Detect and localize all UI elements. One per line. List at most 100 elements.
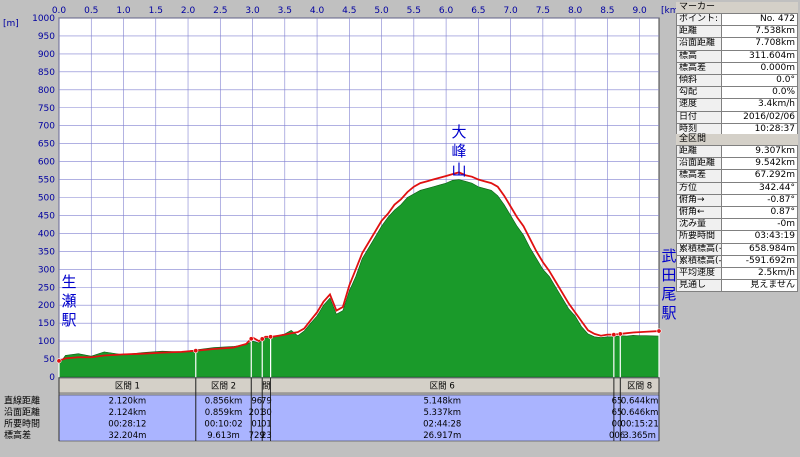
all-section-row: 累積標高(+) 658.984m — [676, 243, 798, 256]
section-row-label: 直線距離 — [4, 395, 40, 407]
all-section-row-value: 67.292m — [754, 170, 795, 181]
y-axis-ticks: 0 50 100 150 200 250 300 350 400 450 500 550 600 650 7… — [32, 14, 55, 383]
all-section-row-value: 見えません — [750, 280, 795, 291]
all-section-row: 沿面距離 9.542km — [676, 158, 798, 171]
x-tick-label: 6.5 — [471, 6, 485, 16]
all-section-row-label: 距離 — [677, 146, 722, 158]
section-header-label: 区間 6 — [430, 382, 455, 392]
section-value: 9.613m — [207, 431, 240, 441]
y-tick-label: 450 — [38, 211, 55, 221]
x-tick-label: 4.5 — [342, 6, 356, 16]
y-tick-label: 400 — [38, 229, 55, 239]
y-tick-label: 0 — [49, 373, 55, 383]
annotation-end-char: 田 — [661, 266, 676, 284]
all-section-row-value: -591.692m — [745, 255, 795, 266]
section-value: 2.124km — [109, 408, 147, 418]
marker-row-label: 沿面距離 — [677, 38, 722, 50]
all-section-row: 俯角← 0.87° — [676, 206, 798, 220]
y-tick-label: 900 — [38, 50, 55, 60]
all-section-row-value: -0.87° — [767, 194, 795, 205]
y-tick-label: 50 — [44, 355, 56, 365]
all-section-row-label: 方位 — [677, 182, 722, 194]
y-tick-label: 800 — [38, 86, 55, 96]
marker-row: 標高差 0.000m — [676, 62, 798, 75]
marker-rows: ポイント: No. 472 距離 7.538km 沿面距離 7.708km 標高 311.60… — [676, 13, 798, 149]
marker-panel: マーカー ポイント: No. 472 距離 7.538km 沿面距離 7.708km 標高 3… — [676, 2, 798, 149]
marker-row-label: 速度 — [677, 99, 722, 111]
section-value: 65 — [612, 397, 623, 407]
all-section-row-label: 所要時間 — [677, 231, 722, 243]
x-tick-label: 2.5 — [213, 6, 227, 16]
y-tick-label: 850 — [38, 68, 55, 78]
section-value: 201 — [249, 408, 265, 418]
marker-row-value: 0.0° — [776, 74, 795, 85]
all-section-row-label: 平均速度 — [677, 267, 722, 280]
annotation-start-char: 駅 — [61, 311, 76, 329]
section-markers — [56, 328, 662, 377]
x-tick-label: 9.0 — [632, 6, 647, 16]
section-marker-dot — [611, 332, 617, 338]
x-tick-label: 3.5 — [278, 6, 292, 16]
all-section-row-value: 0.87° — [770, 206, 795, 217]
section-value: 3.365m — [623, 431, 656, 441]
y-tick-label: 300 — [38, 265, 55, 275]
all-section-rows: 距離 9.307km 沿面距離 9.542km 標高差 67.292m 方位 342.44° 俯… — [676, 145, 798, 293]
marker-row-value: 0.000m — [760, 62, 795, 73]
section-row-label: 標高差 — [4, 429, 31, 441]
section-value: 96 — [251, 397, 262, 407]
all-section-row: 累積標高(-) -591.692m — [676, 255, 798, 268]
all-section-row-value: 03:43:19 — [754, 231, 795, 242]
section-marker-dot — [268, 334, 274, 340]
marker-row: ポイント: No. 472 — [676, 13, 798, 27]
y-tick-label: 100 — [38, 337, 55, 347]
x-tick-label: 6.0 — [439, 6, 454, 16]
section-value: 00:28:12 — [108, 420, 146, 430]
all-section-panel-title: 全区間 — [679, 134, 707, 144]
marker-row-label: 距離 — [677, 26, 722, 38]
x-tick-label: 7.5 — [536, 6, 550, 16]
all-section-row-label: 沿面距離 — [677, 158, 722, 170]
x-tick-label: 0.0 — [52, 6, 67, 16]
marker-row: 勾配 0.0% — [676, 87, 798, 100]
section-value: 01 — [261, 420, 272, 430]
all-section-row: 方位 342.44° — [676, 182, 798, 195]
section-header-label: 区間 1 — [115, 382, 140, 392]
x-tick-label: 8.5 — [600, 6, 614, 16]
marker-row-label: 標高 — [677, 50, 722, 62]
section-value: 00:10:02 — [204, 420, 242, 430]
all-section-row: 沈み量 -0m — [676, 219, 798, 232]
all-section-row-label: 俯角← — [677, 206, 722, 219]
section-value: 32.204m — [108, 431, 146, 441]
annotation-summit-char: 大 — [451, 123, 466, 141]
y-tick-label: 250 — [38, 283, 55, 293]
marker-row-value: 311.604m — [749, 50, 795, 61]
marker-row: 距離 7.538km — [676, 26, 798, 39]
y-tick-label: 600 — [38, 158, 55, 168]
marker-row-value: 3.4km/h — [757, 99, 795, 110]
y-axis-unit: [m] — [3, 19, 19, 29]
marker-row-value: 7.538km — [755, 26, 795, 37]
annotation-end-char: 駅 — [661, 304, 676, 322]
x-tick-label: 1.0 — [116, 6, 131, 16]
section-value: 00 — [612, 420, 623, 430]
section-marker-dot — [259, 336, 265, 342]
section-value: 80 — [261, 408, 272, 418]
annotation-start-char: 瀬 — [61, 292, 76, 310]
all-section-row-label: 累積標高(-) — [677, 255, 722, 267]
section-marker-dot — [617, 331, 623, 337]
section-header-label: 区間 2 — [211, 382, 236, 392]
all-section-row-value: -0m — [777, 219, 795, 230]
marker-row: 日付 2016/02/06 — [676, 111, 798, 124]
marker-row-value: 7.708km — [755, 38, 795, 49]
section-value: 5.337km — [423, 408, 461, 418]
all-section-row-value: 2.5km/h — [757, 267, 795, 278]
marker-row: 沿面距離 7.708km — [676, 38, 798, 51]
annotation-start-char: 生 — [61, 273, 76, 291]
y-tick-label: 700 — [38, 122, 55, 132]
elevation-profile-chart[interactable]: 0.0 0.5 1.0 1.5 2.0 2.5 3.0 3.5 4.0 4.5 5.0 5.5 6.0 6… — [0, 0, 676, 457]
all-section-row: 平均速度 2.5km/h — [676, 267, 798, 281]
section-value: 79 — [261, 397, 272, 407]
all-section-row: 所要時間 03:43:19 — [676, 231, 798, 244]
all-section-row-label: 俯角→ — [677, 194, 722, 206]
